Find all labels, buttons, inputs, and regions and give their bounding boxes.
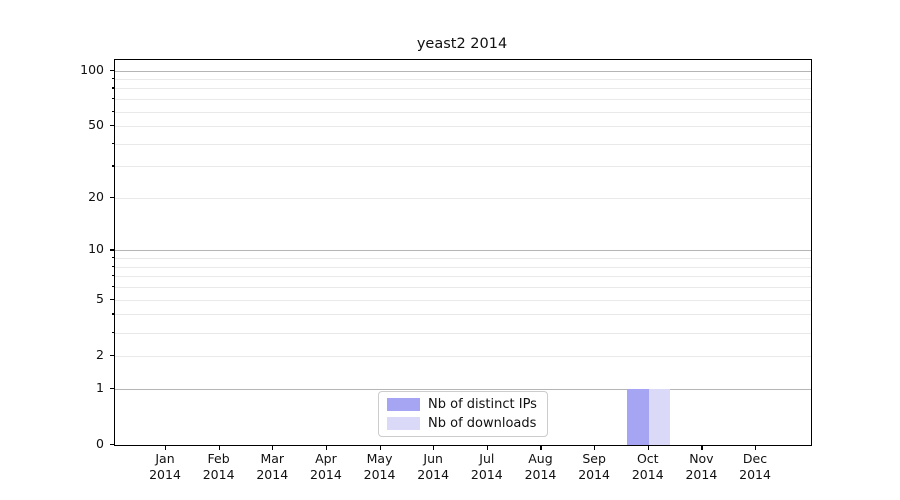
- y-tick: [109, 387, 114, 389]
- y-tick-minor: [111, 286, 114, 288]
- y-tick: [109, 298, 114, 300]
- y-tick-label: 100: [80, 61, 104, 77]
- y-tick-minor: [111, 142, 114, 144]
- y-tick-minor: [111, 165, 114, 167]
- gridline-minor: [115, 88, 811, 90]
- y-tick-label: 5: [96, 290, 104, 306]
- x-tick: [272, 445, 274, 450]
- gridline-minor: [115, 287, 811, 289]
- gridline-minor: [115, 198, 811, 199]
- y-tick-minor: [111, 87, 114, 89]
- gridline-minor: [115, 143, 811, 145]
- gridline-minor: [115, 332, 811, 334]
- y-tick: [109, 125, 114, 127]
- x-tick-label: Feb 2014: [202, 451, 235, 482]
- gridline-minor: [115, 266, 811, 268]
- x-tick: [486, 445, 489, 450]
- gridline-minor: [115, 99, 811, 101]
- legend-label-downloads: Nb of downloads: [428, 416, 537, 431]
- x-tick: [379, 445, 381, 450]
- x-tick: [647, 445, 649, 450]
- legend-item-downloads: Nb of downloads: [387, 416, 539, 431]
- y-tick: [109, 444, 114, 446]
- y-tick-minor: [111, 98, 114, 100]
- gridline-major: [115, 70, 811, 72]
- x-tick: [325, 445, 328, 450]
- y-tick-minor: [111, 275, 114, 277]
- y-tick: [109, 354, 114, 357]
- bar-nb-of-downloads: [648, 388, 671, 445]
- y-tick-label: 10: [88, 241, 104, 257]
- legend-swatch-distinct-ips: [387, 398, 420, 411]
- y-tick-label: 1: [96, 379, 104, 395]
- y-tick-label: 50: [88, 117, 104, 133]
- legend-swatch-downloads: [387, 417, 420, 430]
- gridline-minor: [115, 258, 811, 260]
- x-tick-label: Aug 2014: [524, 451, 557, 482]
- gridline-minor: [115, 126, 811, 128]
- gridline-minor: [115, 355, 811, 357]
- y-tick: [109, 197, 114, 199]
- x-tick-label: May 2014: [363, 451, 396, 482]
- legend-label-distinct-ips: Nb of distinct IPs: [428, 397, 537, 412]
- x-tick-label: Oct 2014: [631, 451, 664, 482]
- gridline-minor: [115, 314, 811, 316]
- x-tick-label: Jun 2014: [417, 451, 450, 482]
- y-tick-minor: [111, 110, 114, 112]
- x-tick-label: Dec 2014: [739, 451, 771, 482]
- x-tick: [701, 445, 703, 450]
- x-tick-label: Sep 2014: [578, 451, 611, 482]
- y-tick-label: 20: [88, 189, 104, 204]
- x-tick: [433, 445, 435, 450]
- y-tick: [109, 249, 114, 251]
- gridline-major: [115, 250, 811, 252]
- x-tick-label: Mar 2014: [256, 451, 289, 482]
- x-tick: [540, 445, 542, 450]
- x-tick-label: Jan 2014: [149, 451, 181, 482]
- y-tick-minor: [111, 257, 114, 259]
- y-tick-label: 0: [96, 436, 104, 451]
- plot-area: Nb of distinct IPs Nb of downloads: [114, 59, 812, 446]
- x-tick: [165, 445, 167, 450]
- y-tick-label: 2: [96, 346, 104, 362]
- gridline-minor: [115, 276, 811, 278]
- bar-nb-of-distinct-ips: [627, 388, 649, 445]
- gridline-minor: [115, 299, 811, 301]
- y-tick-minor: [111, 265, 114, 267]
- x-tick: [218, 445, 220, 450]
- y-tick-minor: [111, 313, 114, 315]
- x-tick-label: Apr 2014: [310, 451, 342, 482]
- legend-item-distinct-ips: Nb of distinct IPs: [387, 397, 539, 412]
- legend: Nb of distinct IPs Nb of downloads: [378, 391, 548, 437]
- x-tick: [594, 445, 596, 450]
- gridline-major: [115, 388, 811, 390]
- chart-title: yeast2 2014: [416, 36, 508, 52]
- gridline-minor: [115, 111, 811, 113]
- x-tick: [755, 445, 757, 450]
- y-tick: [109, 69, 114, 71]
- x-tick-label: Nov 2014: [685, 451, 718, 482]
- gridline-minor: [115, 79, 811, 81]
- y-tick-minor: [111, 78, 114, 80]
- gridline-minor: [115, 166, 811, 168]
- x-tick-label: Jul 2014: [470, 451, 503, 482]
- y-tick-minor: [111, 331, 114, 333]
